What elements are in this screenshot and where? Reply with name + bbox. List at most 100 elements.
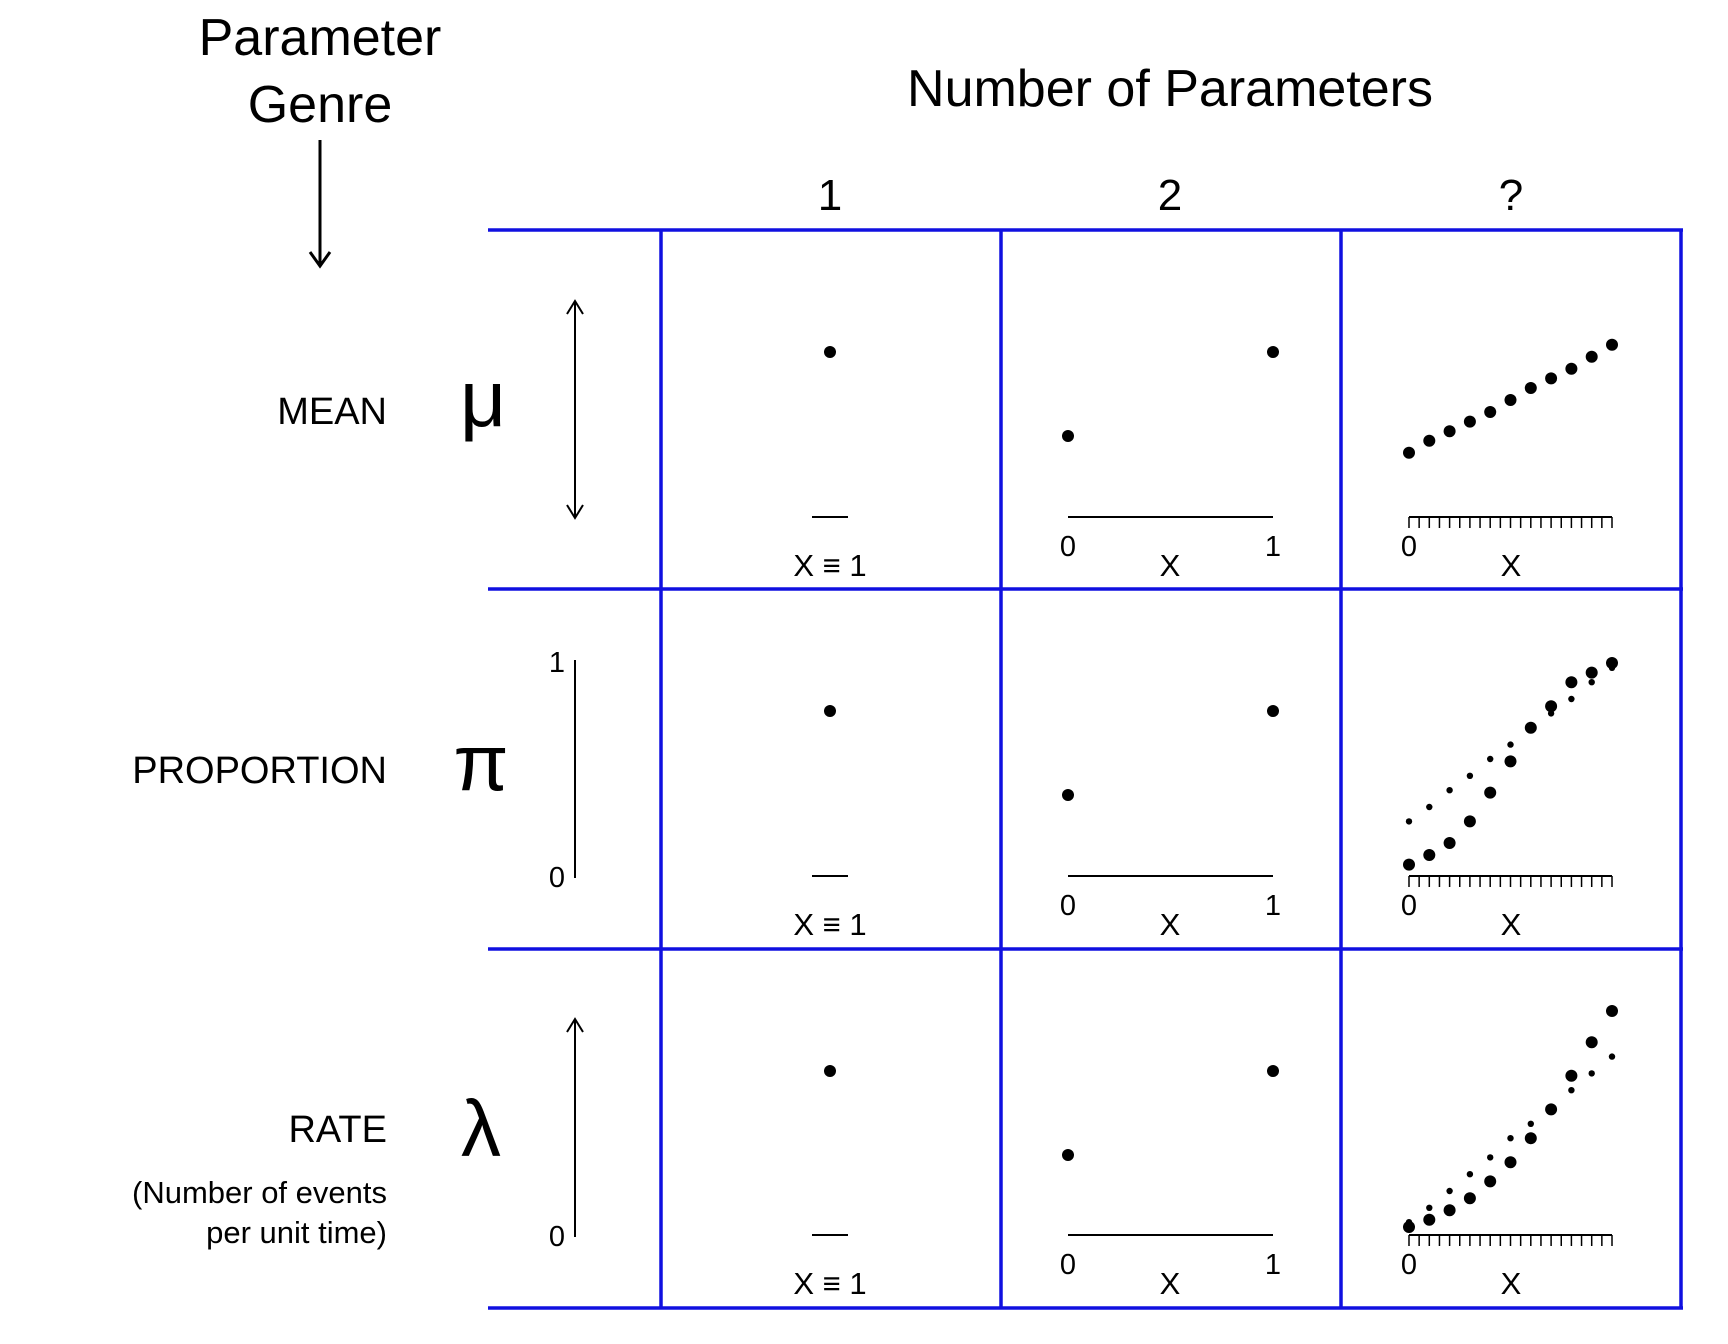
scatter-point (1545, 372, 1558, 385)
small-scatter-point (1507, 741, 1514, 748)
scatter-point (1606, 1005, 1618, 1017)
panel-rate-two-param: 0 1 X (1060, 1065, 1281, 1301)
scatter-point (1565, 362, 1578, 375)
panel-mean-many-param: 0 X (1401, 338, 1618, 583)
scatter-point (1403, 446, 1415, 459)
scatter-point (1606, 657, 1618, 669)
column-header-1: 1 (818, 171, 842, 220)
x-axis-label: X (1501, 907, 1522, 942)
scatter-point (1403, 1221, 1415, 1233)
x-axis-label: X (1160, 907, 1181, 942)
proportion-axis-tick-1: 1 (549, 647, 565, 679)
scatter-point (1545, 700, 1558, 713)
small-scatter-point (1568, 695, 1575, 703)
mu-symbol: μ (460, 354, 506, 443)
scatter-point (1443, 837, 1456, 849)
x-axis-label: X (1501, 548, 1522, 583)
small-scatter-point (1588, 1070, 1595, 1077)
scatter-point (1524, 721, 1537, 734)
x-tick-1: 1 (1265, 531, 1281, 563)
scatter-point (1423, 1213, 1436, 1226)
scatter-point (1463, 415, 1476, 428)
number-of-parameters-title: Number of Parameters (907, 60, 1433, 118)
panel-rate-many-param: 0 X (1401, 1005, 1618, 1301)
mean-double-arrow (566, 299, 584, 520)
panel-mean-one-param: X ≡ 1 (793, 346, 867, 583)
scatter-point (1524, 382, 1537, 394)
x-tick-1: 1 (1265, 1249, 1281, 1281)
one-param-point (824, 1065, 836, 1077)
small-scatter-point (1507, 1135, 1514, 1142)
small-scatter-point (1466, 772, 1474, 779)
x-tick-0: 0 (1401, 1249, 1417, 1281)
small-scatter-point (1527, 1120, 1535, 1128)
small-scatter-point (1446, 1187, 1453, 1195)
genre-title-line2: Genre (248, 76, 393, 134)
small-scatter-point (1426, 803, 1433, 811)
small-scatter-point (1487, 1154, 1494, 1161)
panel-proportion-many-param: 0 X (1401, 657, 1618, 942)
scatter-point (1463, 1192, 1476, 1205)
panel-mean-two-param: 0 1 X (1060, 346, 1281, 583)
scatter-point (1463, 815, 1476, 828)
scatter-point (1504, 755, 1517, 768)
two-param-point-x0 (1062, 430, 1074, 442)
small-scatter-point (1405, 818, 1413, 825)
rate-up-arrow (566, 1017, 584, 1237)
x-identity-label: X ≡ 1 (793, 907, 866, 942)
x-tick-1: 1 (1265, 890, 1281, 922)
x-identity-label: X ≡ 1 (793, 548, 866, 583)
one-param-point (824, 346, 836, 358)
blue-grid (488, 228, 1683, 1310)
proportion-axis-tick-0: 0 (549, 862, 565, 894)
scatter-point (1606, 338, 1618, 351)
scatter-point (1484, 786, 1497, 799)
scatter-point (1443, 425, 1456, 438)
panel-rate-one-param: X ≡ 1 (793, 1065, 867, 1301)
rate-axis-tick-0: 0 (549, 1221, 565, 1253)
rate-sublabel-line1: (Number of events (132, 1175, 387, 1210)
row-label-rate: RATE (288, 1109, 387, 1151)
scatter-point (1484, 1175, 1497, 1188)
two-param-point-x0 (1062, 1149, 1074, 1161)
scatter-point (1423, 434, 1436, 447)
scatter-point (1585, 350, 1598, 363)
scatter-point (1423, 849, 1436, 861)
scatter-point (1585, 1036, 1598, 1049)
scatter-point (1524, 1132, 1537, 1145)
lambda-symbol: λ (461, 1084, 501, 1173)
x-tick-0: 0 (1060, 1249, 1076, 1281)
row-label-proportion: PROPORTION (132, 750, 387, 792)
scatter-point (1443, 1204, 1456, 1217)
panel-proportion-one-param: X ≡ 1 (793, 705, 867, 942)
x-tick-0: 0 (1401, 531, 1417, 563)
x-identity-label: X ≡ 1 (793, 1266, 866, 1301)
scatter-point (1545, 1103, 1558, 1116)
scatter-point (1504, 1156, 1517, 1169)
small-scatter-point (1608, 1053, 1616, 1060)
column-header-2: 2 (1158, 171, 1182, 220)
small-scatter-point (1426, 1204, 1433, 1212)
x-axis-label: X (1501, 1266, 1522, 1301)
small-scatter-point (1568, 1087, 1575, 1094)
scatter-point (1403, 858, 1415, 871)
two-param-point-x1 (1267, 705, 1279, 717)
two-param-point-x1 (1267, 346, 1279, 358)
genre-title-line1: Parameter (199, 9, 442, 67)
small-scatter-point (1466, 1171, 1474, 1178)
column-header-unknown: ? (1499, 171, 1523, 220)
pi-symbol: π (453, 718, 508, 807)
rate-sublabel-line2: per unit time) (206, 1215, 387, 1250)
x-axis-label: X (1160, 548, 1181, 583)
genre-down-arrow (308, 140, 332, 269)
row-label-mean: MEAN (277, 391, 387, 433)
scatter-point (1585, 666, 1598, 679)
scatter-point (1484, 406, 1497, 418)
two-param-point-x0 (1062, 789, 1074, 801)
one-param-point (824, 705, 836, 717)
small-scatter-point (1446, 787, 1453, 794)
two-param-point-x1 (1267, 1065, 1279, 1077)
small-scatter-point (1588, 679, 1595, 686)
panel-proportion-two-param: 0 1 X (1060, 705, 1281, 942)
